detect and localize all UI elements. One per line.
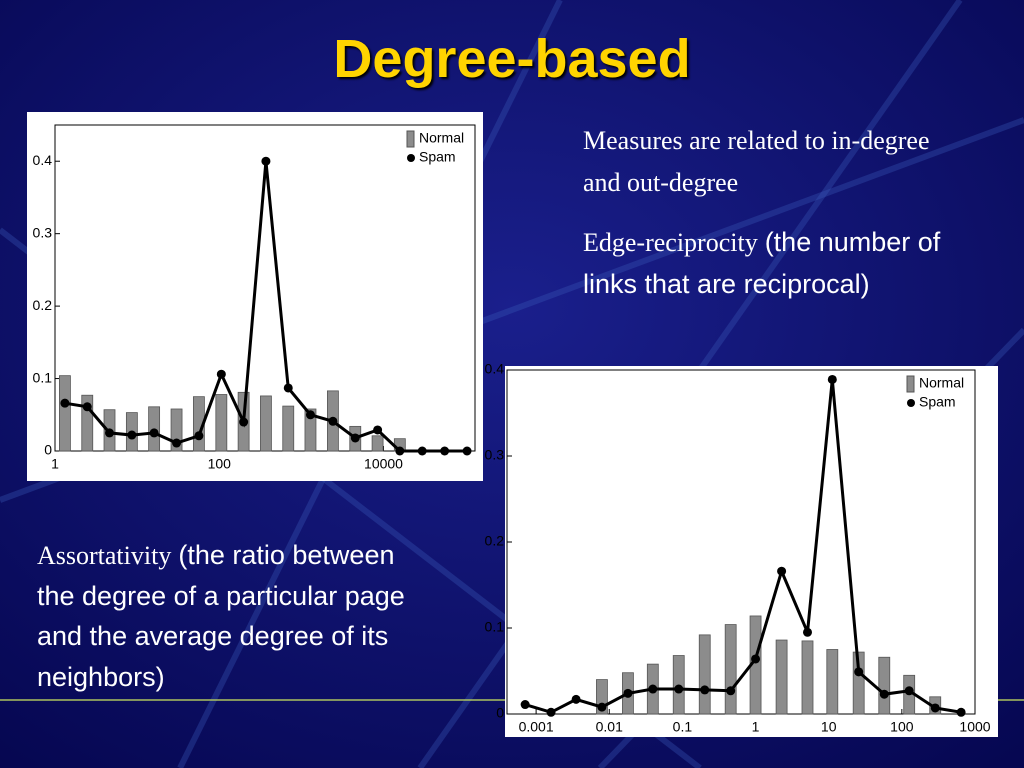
bar [282,405,295,452]
bar [596,679,608,715]
point [674,684,684,694]
text-block: Edge-reciprocity (the number of links tha… [583,222,963,306]
y-tick-label: 0.4 [485,361,505,377]
chart: 0 0.1 0.2 0.3 0.4 0.001 0.01 0.1 1 10 100 1000 Norma… [485,361,991,735]
x-tick-label: 0.01 [596,719,623,735]
y-tick-label: 0 [44,442,52,458]
point [520,700,530,710]
point [60,398,70,408]
x-tick-label: 1 [51,456,59,472]
y-tick-label: 0.2 [485,533,505,549]
point [216,369,226,379]
x-tick-label: 0.1 [673,719,693,735]
y-tick-label: 0.1 [485,619,505,635]
point [827,374,837,384]
bar [826,649,839,715]
point [82,402,92,412]
bar [260,395,272,452]
point [879,689,889,699]
bar [59,375,71,452]
point [751,654,761,664]
bar [371,435,384,452]
legend-swatch [906,375,915,393]
bar [215,394,228,452]
bar [81,394,94,452]
legend-swatch [406,130,415,148]
legend-label: Spam [919,394,956,410]
legend-swatch [407,154,415,162]
point [149,428,159,438]
x-tick-label: 0.001 [519,719,554,735]
x-tick-label: 1 [752,719,760,735]
legend-label: Spam [419,149,456,165]
point [597,702,607,712]
text-block: Assortativity (the ratio between the degr… [37,535,427,697]
bar [724,624,737,715]
point [350,433,360,443]
point [956,707,966,717]
point [930,703,940,713]
charts: 00.10.20.30.41 100 10000NormalSpam00.10.20… [33,124,991,735]
y-tick-label: 0 [496,705,504,721]
point [172,438,182,448]
point [726,686,736,696]
y-tick-label: 0.2 [33,297,53,313]
x-tick-label: 1000 [959,719,990,735]
point [623,688,633,698]
y-tick-label: 0.4 [33,152,53,168]
point [194,431,204,441]
bar [878,656,891,715]
term: Assortativity [37,541,172,570]
slide-title: Degree-based [333,29,691,89]
point [261,156,271,166]
point [546,707,556,717]
y-tick-label: 0.3 [485,447,505,463]
point [571,694,581,704]
bar [775,639,788,715]
point [417,446,427,456]
point [700,685,710,695]
bar [170,408,183,452]
bar [852,651,865,715]
text-block: Measures are related to in-degree and ou… [583,126,930,197]
term: Edge-reciprocity [583,228,758,257]
point [802,627,812,637]
point [373,425,383,435]
y-tick-label: 0.3 [33,224,53,240]
point [283,383,293,393]
point [105,428,115,438]
legend-label: Normal [419,130,464,146]
point [239,417,249,427]
point [904,686,914,696]
legend-swatch [907,399,915,407]
point [395,446,405,456]
point [328,416,338,426]
point [305,410,315,420]
point [440,446,450,456]
point [648,684,658,694]
x-tick-label: 10 [821,719,837,735]
x-tick-label: 100 [208,456,232,472]
y-tick-label: 0.1 [33,369,53,385]
legend-label: Normal [919,375,964,391]
bar [304,408,317,452]
point [462,446,472,456]
bar [698,634,711,715]
bar [801,640,814,715]
point [777,566,787,576]
point [127,430,137,440]
detail: (the ratio between the degree of a parti… [37,540,405,692]
x-tick-label: 10000 [364,456,403,472]
chart: 0 0.1 0.2 0.3 0.4 1 100 10000 Normal Spam [33,124,476,472]
point [854,667,864,677]
detail: (the number of links that are reciprocal… [583,227,941,299]
x-tick-label: 100 [890,719,914,735]
